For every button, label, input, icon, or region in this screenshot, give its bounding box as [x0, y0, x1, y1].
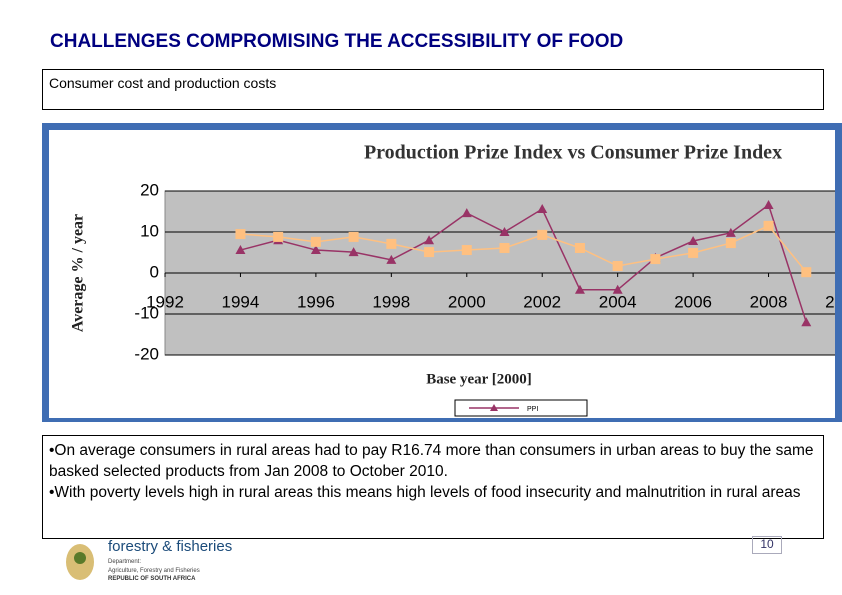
y-axis-label: Average % / year [70, 214, 87, 332]
marker [348, 247, 359, 257]
logo-text: Department: [108, 559, 142, 565]
marker [801, 317, 812, 327]
y-tick-label: 0 [150, 262, 159, 281]
marker [763, 199, 774, 209]
marker [235, 245, 246, 255]
marker [537, 204, 548, 214]
marker [725, 227, 736, 237]
y-tick-label: 20 [140, 180, 159, 199]
series-line [240, 224, 807, 273]
slide-title: CHALLENGES COMPROMISING THE ACCESSIBILIT… [50, 31, 624, 52]
x-tick-label: 1996 [297, 292, 335, 311]
chart: Production Prize Index vs Consumer Prize… [49, 130, 835, 418]
marker [537, 229, 548, 240]
y-tick-label: 10 [140, 221, 159, 240]
marker [235, 229, 246, 240]
bullet: •With poverty levels high in rural areas… [49, 484, 801, 501]
marker [574, 242, 585, 253]
marker [461, 208, 472, 218]
series-line [240, 203, 807, 323]
marker [574, 284, 585, 294]
y-tick-label: -10 [134, 303, 159, 322]
marker [461, 245, 472, 256]
legend: PPI [454, 399, 588, 417]
coat-of-arms [66, 544, 94, 580]
legend-label: PPI [527, 406, 538, 413]
x-tick-label: 2006 [674, 292, 712, 311]
x-tick-label: 2000 [448, 292, 486, 311]
marker [612, 284, 623, 294]
marker [424, 247, 435, 258]
marker [612, 261, 623, 272]
x-tick-label: 1994 [222, 292, 260, 311]
logo-text: Agriculture, Forestry and Fisheries [108, 568, 200, 574]
x-tick-label: 2002 [523, 292, 561, 311]
x-tick-label: 2010 [825, 292, 835, 311]
marker [688, 236, 699, 246]
marker [725, 238, 736, 249]
marker [424, 235, 435, 245]
y-tick-label: -20 [134, 344, 159, 363]
chart-frame: Production Prize Index vs Consumer Prize… [42, 123, 842, 422]
page-number: 10 [752, 536, 782, 554]
x-tick-label: 1998 [372, 292, 410, 311]
x-tick-label: 2004 [599, 292, 637, 311]
marker [688, 247, 699, 258]
marker [273, 231, 284, 242]
marker [310, 236, 321, 247]
bullet-box: •On average consumers in rural areas had… [42, 435, 824, 539]
marker [386, 238, 397, 249]
marker [348, 231, 359, 242]
marker [650, 254, 661, 265]
logo-title: forestry & fisheries [108, 538, 233, 555]
logo-text: REPUBLIC OF SOUTH AFRICA [108, 576, 196, 582]
x-tick-label: 1992 [146, 292, 184, 311]
marker [801, 267, 812, 278]
marker [310, 245, 321, 255]
x-tick-label: 2008 [750, 292, 788, 311]
marker [499, 242, 510, 253]
marker [763, 220, 774, 231]
marker [499, 227, 510, 236]
legend-box [454, 399, 588, 417]
bullet: •On average consumers in rural areas had… [49, 442, 814, 480]
x-axis-label: Base year [2000] [426, 371, 532, 387]
chart-title: Production Prize Index vs Consumer Prize… [364, 142, 782, 164]
subtitle-box: Consumer cost and production costs [42, 69, 824, 110]
legend-swatch [490, 404, 498, 411]
marker [386, 254, 397, 264]
